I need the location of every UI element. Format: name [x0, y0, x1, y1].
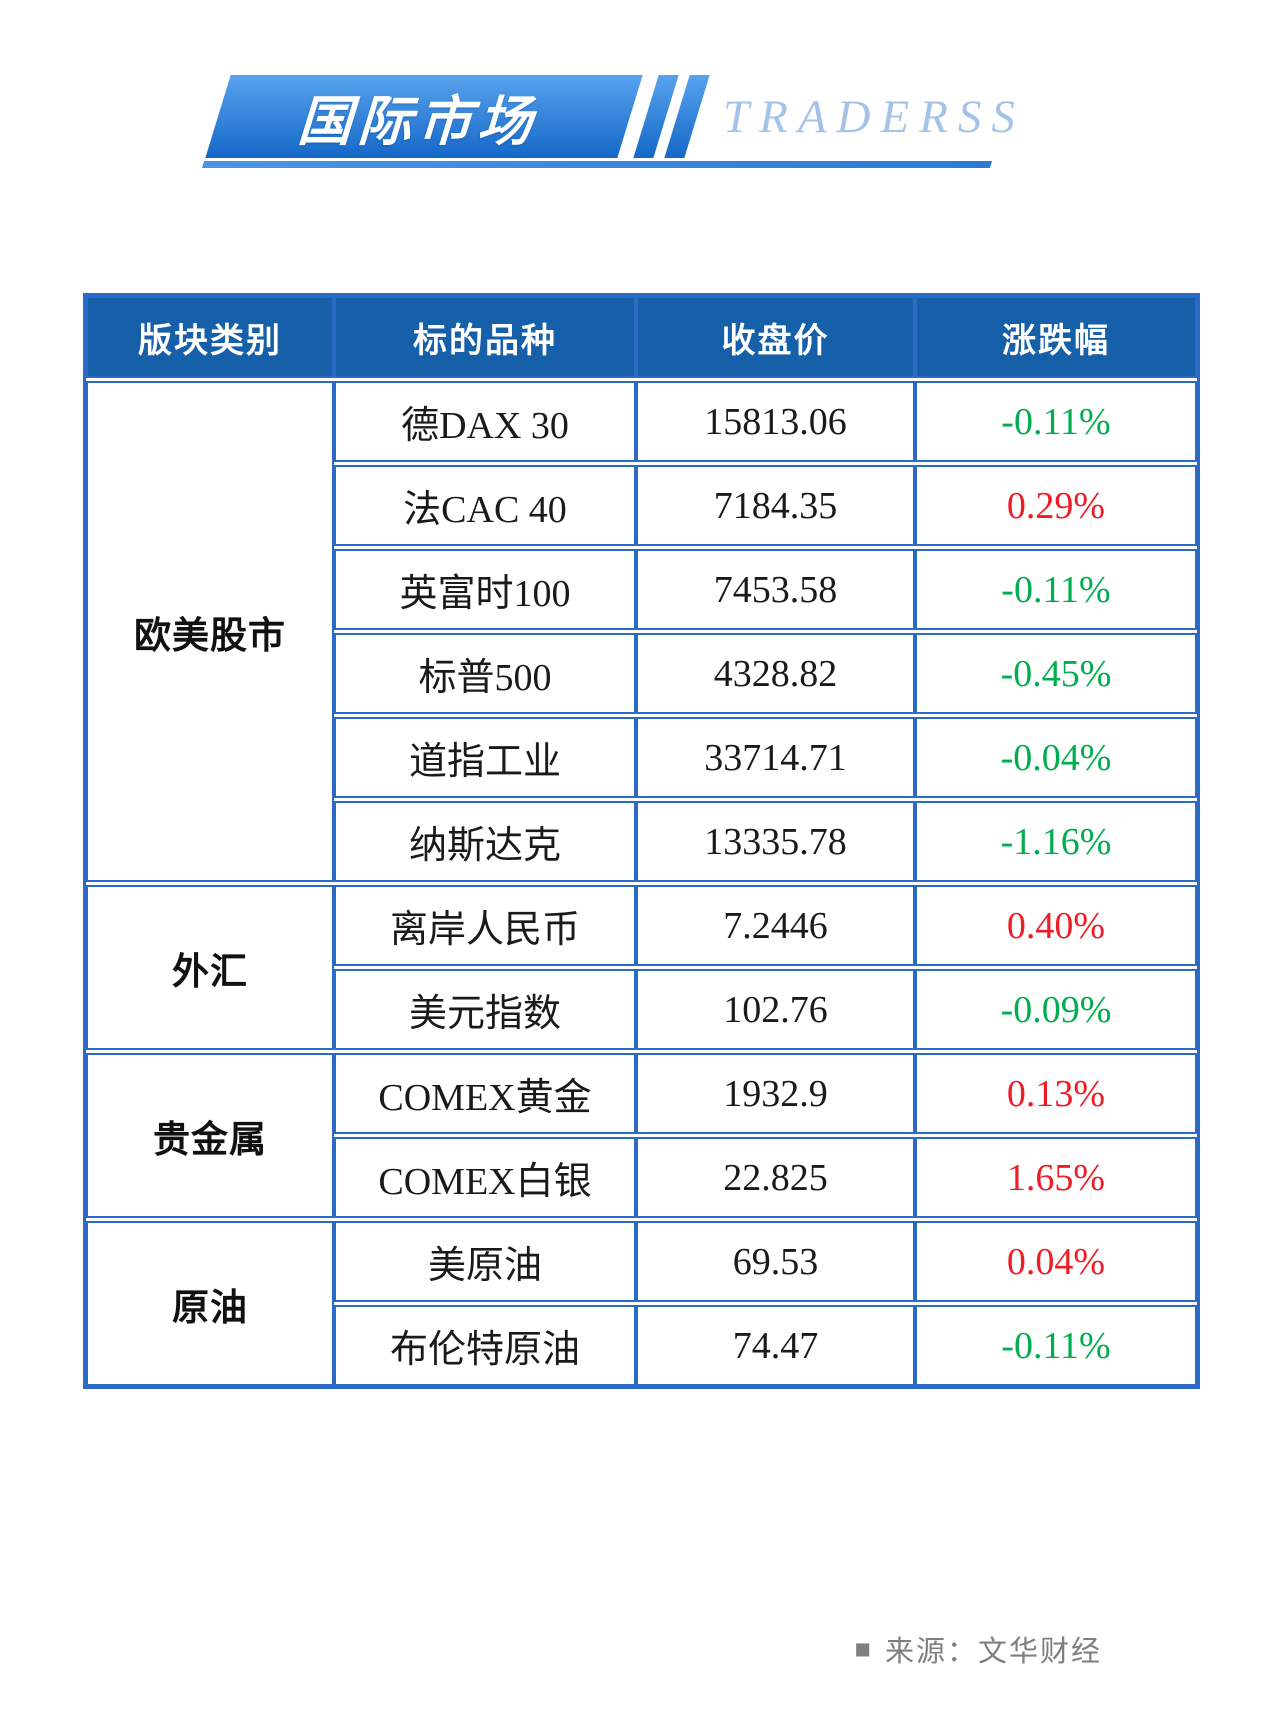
- closing-price: 7184.35: [636, 465, 915, 546]
- instrument-name: 离岸人民币: [334, 885, 636, 966]
- change-percent: -0.04%: [915, 717, 1197, 798]
- closing-price: 69.53: [636, 1221, 915, 1302]
- closing-price: 7453.58: [636, 549, 915, 630]
- closing-price: 74.47: [636, 1305, 915, 1386]
- column-header-category: 版块类别: [86, 296, 334, 378]
- change-percent: 0.40%: [915, 885, 1197, 966]
- instrument-name: 法CAC 40: [334, 465, 636, 546]
- instrument-name: 纳斯达克: [334, 801, 636, 882]
- instrument-name: 美原油: [334, 1221, 636, 1302]
- instrument-name: COMEX黄金: [334, 1053, 636, 1134]
- category-cell: 外汇: [86, 885, 334, 1050]
- category-cell: 贵金属: [86, 1053, 334, 1218]
- column-header-close: 收盘价: [636, 296, 915, 378]
- brand-header: 国际市场 TRADERSS: [205, 75, 1025, 158]
- square-bullet-icon: ■: [854, 1633, 873, 1664]
- closing-price: 33714.71: [636, 717, 915, 798]
- closing-price: 4328.82: [636, 633, 915, 714]
- closing-price: 15813.06: [636, 381, 915, 462]
- change-percent: -0.45%: [915, 633, 1197, 714]
- closing-price: 22.825: [636, 1137, 915, 1218]
- change-percent: 0.13%: [915, 1053, 1197, 1134]
- change-percent: -0.11%: [915, 549, 1197, 630]
- section-title-banner: 国际市场: [205, 75, 643, 158]
- column-header-change: 涨跌幅: [915, 296, 1197, 378]
- instrument-name: 标普500: [334, 633, 636, 714]
- closing-price: 13335.78: [636, 801, 915, 882]
- change-percent: -0.11%: [915, 1305, 1197, 1386]
- closing-price: 1932.9: [636, 1053, 915, 1134]
- instrument-name: 德DAX 30: [334, 381, 636, 462]
- change-percent: 0.29%: [915, 465, 1197, 546]
- instrument-name: 美元指数: [334, 969, 636, 1050]
- instrument-name: COMEX白银: [334, 1137, 636, 1218]
- source-text: 来源：文华财经: [884, 1636, 1102, 1668]
- source-note: ■ 来源：文华财经: [855, 1628, 1102, 1670]
- closing-price: 102.76: [636, 969, 915, 1050]
- instrument-name: 布伦特原油: [334, 1305, 636, 1386]
- instrument-name: 英富时100: [334, 549, 636, 630]
- change-percent: -1.16%: [915, 801, 1197, 882]
- change-percent: -0.11%: [915, 381, 1197, 462]
- change-percent: -0.09%: [915, 969, 1197, 1050]
- category-cell: 欧美股市: [86, 381, 334, 882]
- market-table: 版块类别 标的品种 收盘价 涨跌幅 欧美股市 德DAX 30 15813.06 …: [83, 293, 1200, 1389]
- header-divider: [201, 161, 993, 168]
- column-header-instrument: 标的品种: [334, 296, 636, 378]
- change-percent: 1.65%: [915, 1137, 1197, 1218]
- closing-price: 7.2446: [636, 885, 915, 966]
- change-percent: 0.04%: [915, 1221, 1197, 1302]
- instrument-name: 道指工业: [334, 717, 636, 798]
- section-title: 国际市场: [293, 92, 552, 152]
- brand-name: TRADERSS: [723, 90, 1025, 143]
- category-cell: 原油: [86, 1221, 334, 1386]
